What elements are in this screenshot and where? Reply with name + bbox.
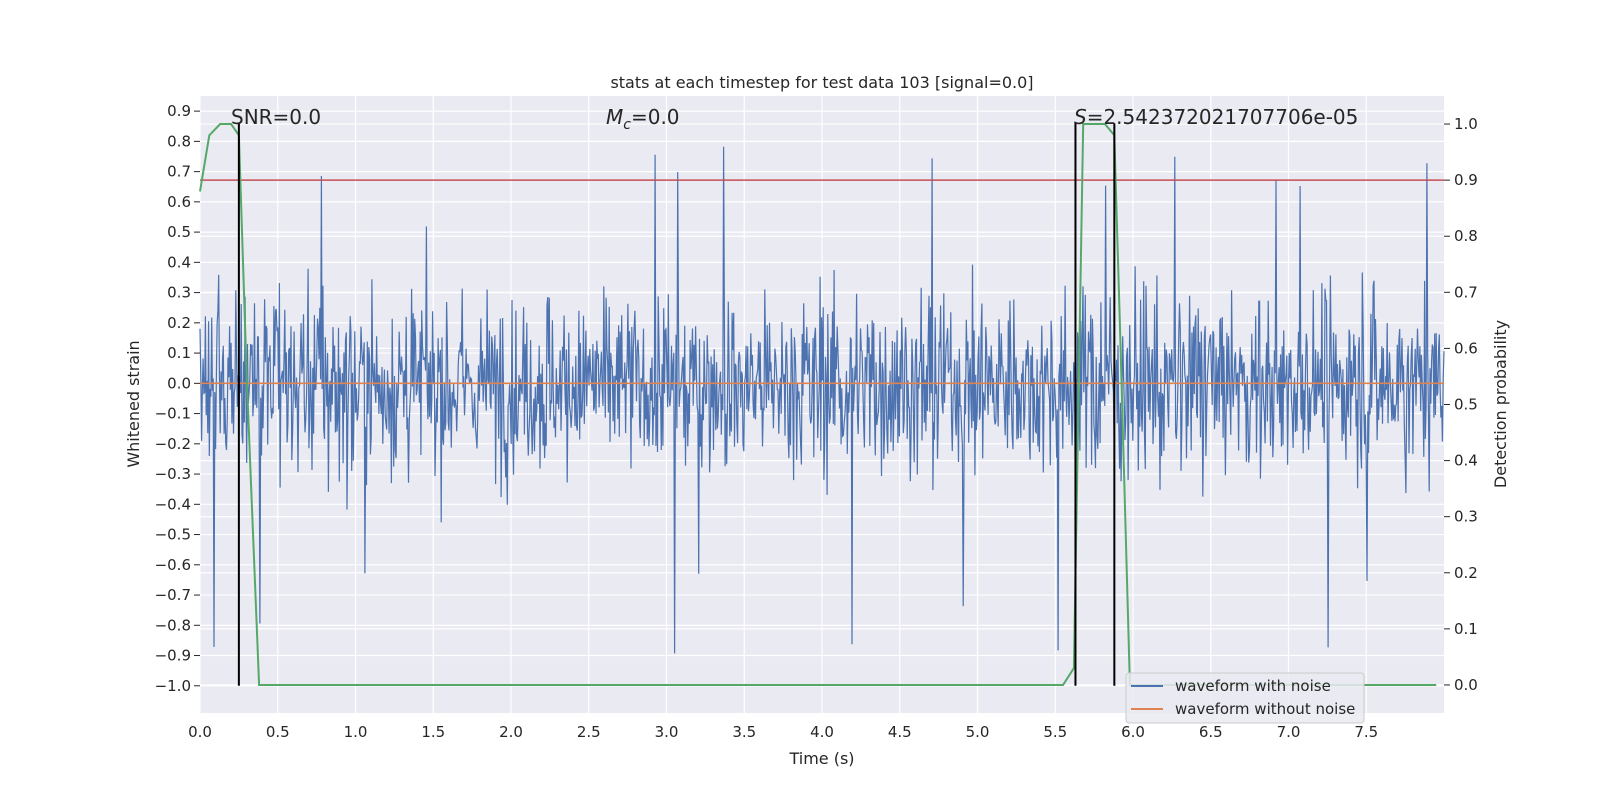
x-tick-label: 1.0 [344,723,368,741]
x-tick-label: 0.0 [188,723,212,741]
y-tick-label-left: −0.6 [155,556,191,574]
x-axis-label: Time (s) [788,749,854,768]
legend: waveform with noise waveform without noi… [1125,672,1365,724]
y-tick-label-left: −1.0 [155,677,191,695]
y-tick-label-left: 0.6 [167,193,191,211]
y-tick-label-left: −0.8 [155,616,191,634]
y-axis-label-left: Whitened strain [124,340,143,467]
detection-vlines [237,123,1116,686]
x-tick-label: 6.5 [1199,723,1223,741]
y-tick-label-right: 0.0 [1454,676,1478,694]
y-tick-label-left: −0.1 [155,405,191,423]
x-tick-label: 4.0 [810,723,834,741]
s-symbol: S [1074,105,1087,129]
mc-subscript: c [623,117,631,133]
y-tick-label-left: −0.2 [155,435,191,453]
y-tick-label-right: 0.2 [1454,564,1478,582]
y-tick-label-left: 0.0 [167,374,191,392]
y-tick-label-right: 1.0 [1454,115,1478,133]
legend-label-clean: waveform without noise [1175,700,1355,718]
x-tick-label: 1.5 [421,723,445,741]
chart-title: stats at each timestep for test data 103… [610,73,1033,92]
legend-label-noise: waveform with noise [1175,677,1331,695]
y-ticks-right: 1.0 0.9 0.8 0.7 0.6 0.5 0.4 0.3 0.2 0.1 0.0 [1444,115,1478,694]
y-tick-label-right: 0.8 [1454,227,1478,245]
x-tick-label: 5.5 [1043,723,1067,741]
series-detection-probability [199,123,1437,686]
x-tick-label: 0.5 [266,723,290,741]
x-tick-label: 2.5 [577,723,601,741]
x-ticks: 0.0 0.5 1.0 1.5 2.0 2.5 3.0 3.5 4.0 4.5 5.0 5.5 6.0 6… [188,723,1378,741]
y-tick-label-left: 0.7 [167,163,191,181]
x-tick-label: 5.0 [966,723,990,741]
y-tick-label-right: 0.7 [1454,283,1478,301]
y-tick-label-left: 0.3 [167,284,191,302]
y-tick-label-left: 0.8 [167,132,191,150]
x-tick-label: 2.0 [499,723,523,741]
x-tick-label: 7.5 [1354,723,1378,741]
y-tick-label-left: −0.5 [155,526,191,544]
x-tick-label: 3.5 [732,723,756,741]
series-waveform-with-noise [199,146,1445,654]
y-tick-label-left: 0.1 [167,344,191,362]
y-ticks-left: 0.9 0.8 0.7 0.6 0.5 0.4 0.3 0.2 0.1 0.0 −0.1 −0.2 −0… [155,102,200,695]
y-tick-label-left: −0.7 [155,586,191,604]
y-tick-label-left: 0.4 [167,253,191,271]
mc-annotation: Mc=0.0 [606,105,680,133]
y-tick-label-right: 0.4 [1454,452,1478,470]
y-tick-label-left: −0.9 [155,647,191,665]
y-tick-label-right: 0.5 [1454,396,1478,414]
y-tick-label-right: 0.3 [1454,508,1478,526]
s-annotation: S=2.542372021707706e-05 [1074,105,1358,129]
y-tick-label-right: 0.6 [1454,339,1478,357]
y-tick-label-left: 0.5 [167,223,191,241]
noise-trace [199,146,1445,654]
y-tick-label-left: 0.9 [167,102,191,120]
legend-box [1125,672,1365,724]
mc-symbol: M [606,105,623,129]
x-tick-label: 6.0 [1121,723,1145,741]
y-tick-label-left: 0.2 [167,314,191,332]
y-tick-label-left: −0.3 [155,465,191,483]
y-tick-label-right: 0.9 [1454,171,1478,189]
x-tick-label: 3.0 [655,723,679,741]
mc-value: =0.0 [631,105,680,129]
x-tick-label: 4.5 [888,723,912,741]
snr-annotation: SNR=0.0 [231,105,321,129]
y-tick-label-left: −0.4 [155,495,191,513]
y-tick-label-right: 0.1 [1454,620,1478,638]
s-value: =2.542372021707706e-05 [1087,105,1359,129]
x-tick-label: 7.0 [1277,723,1301,741]
y-axis-label-right: Detection probability [1491,320,1510,488]
